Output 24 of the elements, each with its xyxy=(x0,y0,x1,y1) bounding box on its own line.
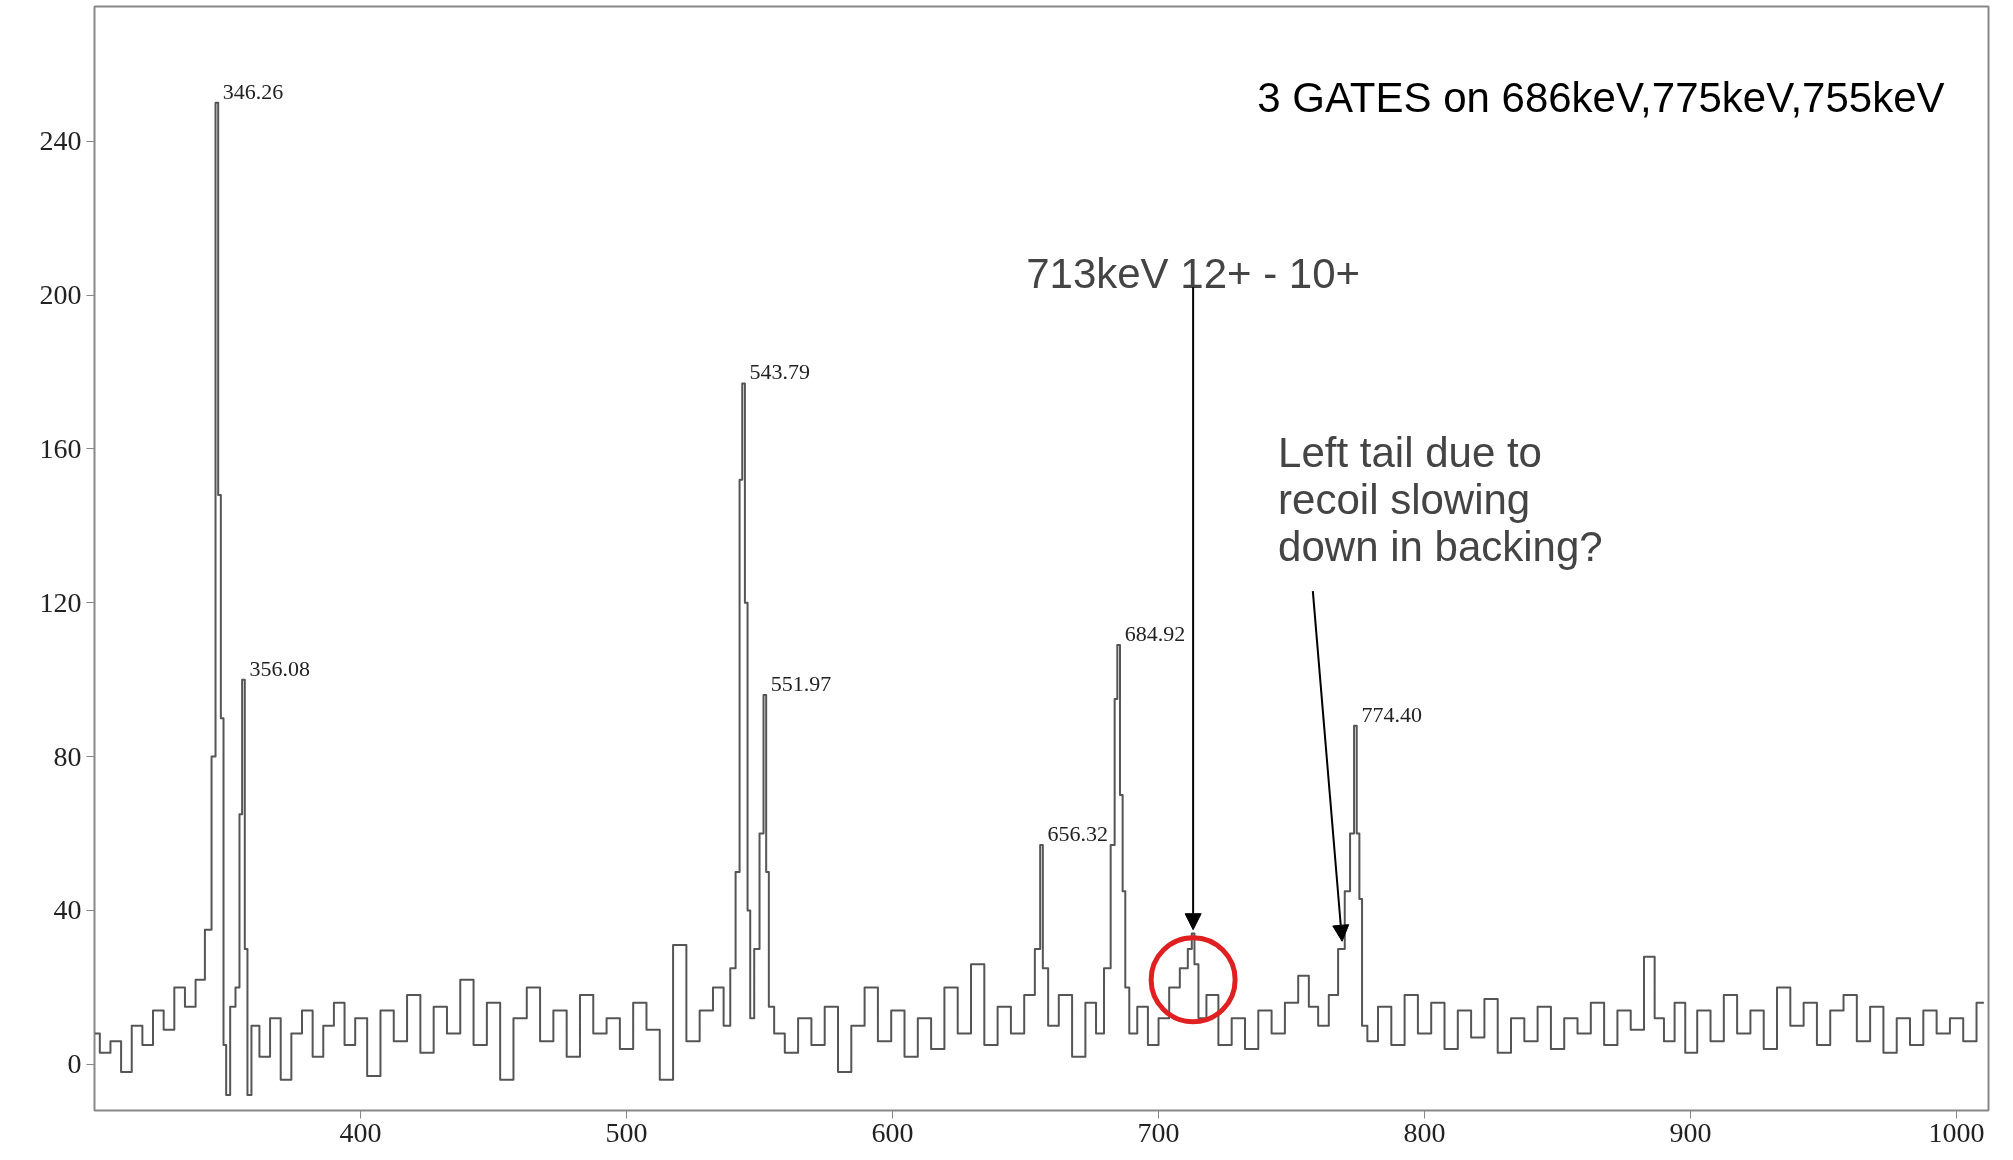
y-tick-label: 200 xyxy=(39,279,82,310)
x-tick-label: 600 xyxy=(871,1116,914,1148)
annotation: 551.97 xyxy=(770,671,832,697)
x-tick-label: 800 xyxy=(1403,1116,1446,1148)
annotation: 543.79 xyxy=(749,359,811,385)
x-tick-label: 900 xyxy=(1669,1116,1712,1148)
annotation: 356.08 xyxy=(249,655,310,681)
annotation: 346.26 xyxy=(222,78,284,104)
x-tick-label: 700 xyxy=(1137,1116,1180,1148)
annotation: 684.92 xyxy=(1124,621,1186,647)
y-tick-label: 80 xyxy=(53,740,82,772)
annotation: Left tail due to recoil slowing down in backing? xyxy=(1278,428,1603,570)
x-tick-label: 500 xyxy=(605,1116,648,1148)
y-tick-label: 0 xyxy=(67,1048,82,1080)
y-tick-label: 240 xyxy=(39,125,82,157)
y-tick-label: 40 xyxy=(53,894,82,926)
annotation: 656.32 xyxy=(1047,821,1108,847)
annotation: 774.40 xyxy=(1361,701,1422,727)
y-tick-label: 160 xyxy=(39,432,82,464)
y-tick-label: 120 xyxy=(39,586,82,618)
annotation: 713keV 12+ - 10+ xyxy=(1026,250,1361,298)
x-tick-label: 1000 xyxy=(1928,1116,1985,1148)
text: 3 GATES on 686keV,775keV,755keV xyxy=(1257,73,1945,121)
x-tick-label: 400 xyxy=(339,1116,382,1148)
